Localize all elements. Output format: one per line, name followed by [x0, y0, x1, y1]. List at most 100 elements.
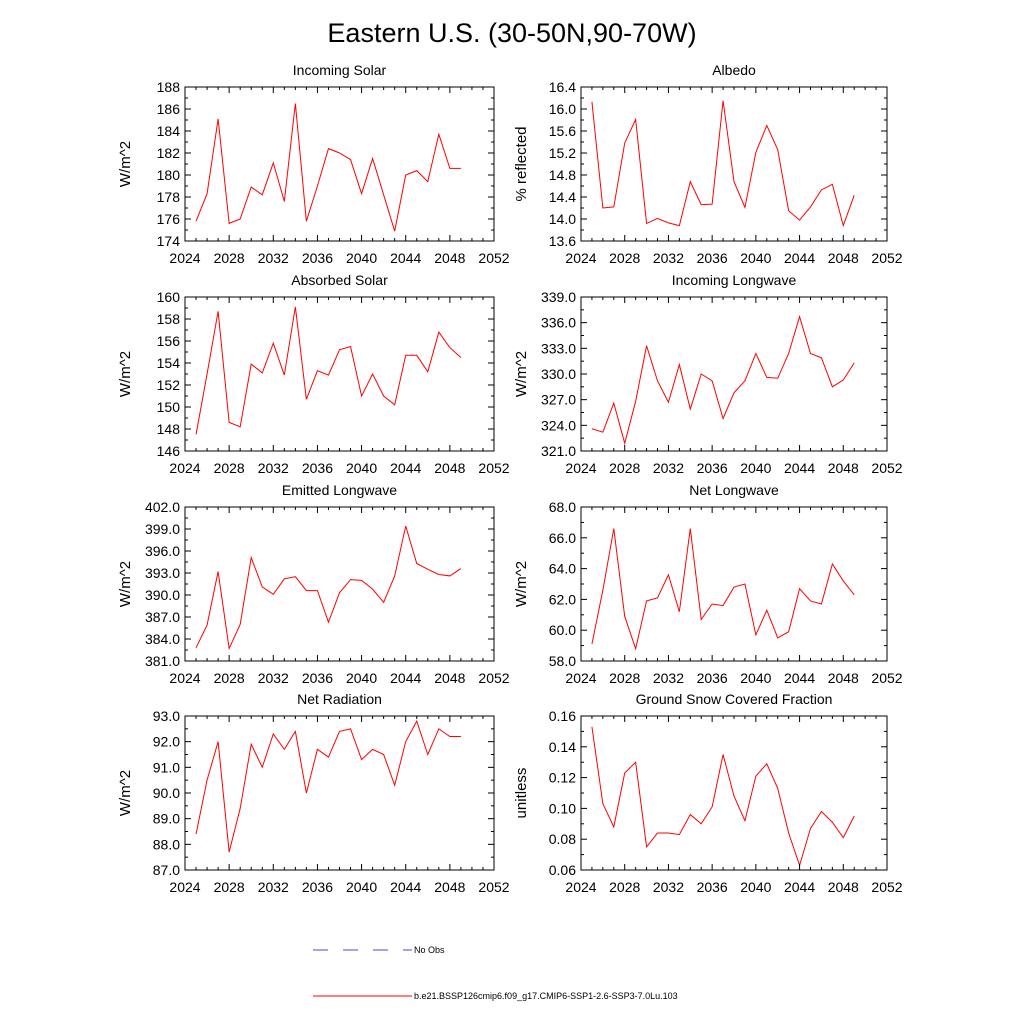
x-tick-label: 2024: [565, 250, 596, 266]
plot-frame: [184, 86, 495, 242]
y-tick-label: 0.10: [549, 800, 576, 816]
x-tick-label: 2048: [434, 879, 465, 895]
y-tick-label: 91.0: [153, 759, 180, 775]
y-tick-label: 64.0: [549, 561, 576, 577]
y-tick-label: 178: [157, 189, 181, 205]
panel-ground-snow-covered-fraction: 2024 2028 2032 2036 2040 2044 2048 2052 0.06 0.08…: [513, 691, 903, 895]
panel-title: Incoming Longwave: [672, 272, 797, 288]
plot-frame: [580, 296, 888, 452]
y-tick-label: 16.4: [549, 79, 576, 95]
y-tick-label: 327.0: [541, 392, 576, 408]
x-tick-label: 2036: [697, 250, 728, 266]
legend-obs-label: No Obs: [414, 945, 445, 955]
y-tick-label: 0.08: [549, 831, 576, 847]
plot-frame: [184, 715, 495, 871]
plot-frame: [184, 296, 495, 452]
y-axis-label: W/m^2: [117, 770, 134, 816]
panel-albedo: 2024 2028 2032 2036 2040 2044 2048 2052 13.6 14.0…: [513, 62, 903, 266]
panel-title: Emitted Longwave: [282, 482, 397, 498]
y-tick-label: 390.0: [145, 587, 180, 603]
x-tick-label: 2044: [390, 460, 421, 476]
y-tick-label: 14.4: [549, 189, 576, 205]
y-tick-label: 89.0: [153, 811, 180, 827]
x-tick-label: 2040: [740, 670, 771, 686]
y-tick-label: 399.0: [145, 521, 180, 537]
x-tick-label: 2040: [346, 460, 377, 476]
x-tick-label: 2032: [258, 879, 289, 895]
panel-title: Absorbed Solar: [291, 272, 388, 288]
x-tick-label: 2052: [478, 250, 509, 266]
x-tick-label: 2052: [478, 460, 509, 476]
x-tick-label: 2024: [565, 670, 596, 686]
y-tick-label: 68.0: [549, 499, 576, 515]
y-tick-label: 402.0: [145, 499, 180, 515]
x-tick-label: 2048: [828, 460, 859, 476]
x-tick-label: 2040: [346, 250, 377, 266]
x-tick-label: 2044: [784, 460, 815, 476]
y-tick-label: 174: [157, 233, 181, 249]
x-tick-label: 2052: [871, 879, 902, 895]
y-tick-label: 66.0: [549, 530, 576, 546]
plot-frame: [580, 506, 888, 662]
y-tick-label: 93.0: [153, 708, 180, 724]
legend-model-label: b.e21.BSSP126cmip6.f09_g17.CMIP6-SSP1-2.…: [414, 991, 678, 1001]
series-line: [591, 528, 855, 651]
y-tick-label: 0.06: [549, 862, 576, 878]
x-tick-label: 2028: [609, 879, 640, 895]
x-tick-label: 2028: [609, 670, 640, 686]
y-tick-label: 92.0: [153, 734, 180, 750]
series-line: [195, 525, 462, 651]
y-tick-label: 333.0: [541, 340, 576, 356]
y-tick-label: 152: [157, 377, 181, 393]
series-line: [591, 726, 855, 868]
x-tick-label: 2032: [258, 250, 289, 266]
y-tick-label: 0.14: [549, 739, 576, 755]
panels: 2024 2028 2032 2036 2040 2044 2048 2052 174 176 17…: [117, 62, 903, 895]
series-line: [591, 100, 855, 228]
y-tick-label: 393.0: [145, 565, 180, 581]
y-tick-label: 324.0: [541, 417, 576, 433]
panel-absorbed-solar: 2024 2028 2032 2036 2040 2044 2048 2052 146 148 15…: [117, 272, 510, 476]
x-tick-label: 2032: [653, 460, 684, 476]
x-tick-label: 2044: [784, 670, 815, 686]
y-tick-label: 150: [157, 399, 181, 415]
x-tick-label: 2052: [871, 460, 902, 476]
y-tick-label: 180: [157, 167, 181, 183]
x-tick-label: 2048: [828, 879, 859, 895]
panel-title: Net Longwave: [689, 482, 779, 498]
x-tick-label: 2028: [609, 460, 640, 476]
y-tick-label: 188: [157, 79, 181, 95]
x-tick-label: 2048: [434, 460, 465, 476]
legend: No Obs b.e21.BSSP126cmip6.f09_g17.CMIP6-…: [313, 945, 678, 1001]
panel-incoming-solar: 2024 2028 2032 2036 2040 2044 2048 2052 174 176 17…: [117, 62, 510, 266]
x-tick-label: 2032: [653, 670, 684, 686]
x-tick-label: 2044: [390, 250, 421, 266]
x-tick-label: 2032: [653, 879, 684, 895]
panel-title: Ground Snow Covered Fraction: [636, 691, 833, 707]
y-tick-label: 321.0: [541, 443, 576, 459]
y-tick-label: 381.0: [145, 653, 180, 669]
y-axis-label: W/m^2: [117, 351, 134, 397]
x-tick-label: 2032: [258, 460, 289, 476]
x-tick-label: 2036: [302, 879, 333, 895]
y-tick-label: 384.0: [145, 631, 180, 647]
figure-title: Eastern U.S. (30-50N,90-70W): [327, 18, 696, 48]
y-tick-label: 339.0: [541, 289, 576, 305]
panel-net-longwave: 2024 2028 2032 2036 2040 2044 2048 2052 58.0 60.0…: [513, 482, 903, 686]
y-tick-label: 13.6: [549, 233, 576, 249]
y-tick-label: 60.0: [549, 622, 576, 638]
x-tick-label: 2024: [565, 460, 596, 476]
y-tick-label: 182: [157, 145, 181, 161]
x-tick-label: 2032: [258, 670, 289, 686]
y-tick-label: 154: [157, 355, 181, 371]
y-tick-label: 58.0: [549, 653, 576, 669]
x-tick-label: 2040: [740, 460, 771, 476]
series-line: [195, 103, 461, 232]
x-tick-label: 2052: [478, 879, 509, 895]
x-tick-label: 2036: [697, 879, 728, 895]
plot-frame: [580, 715, 888, 871]
y-tick-label: 90.0: [153, 785, 180, 801]
x-tick-label: 2032: [653, 250, 684, 266]
x-tick-label: 2036: [302, 250, 333, 266]
y-tick-label: 62.0: [549, 591, 576, 607]
